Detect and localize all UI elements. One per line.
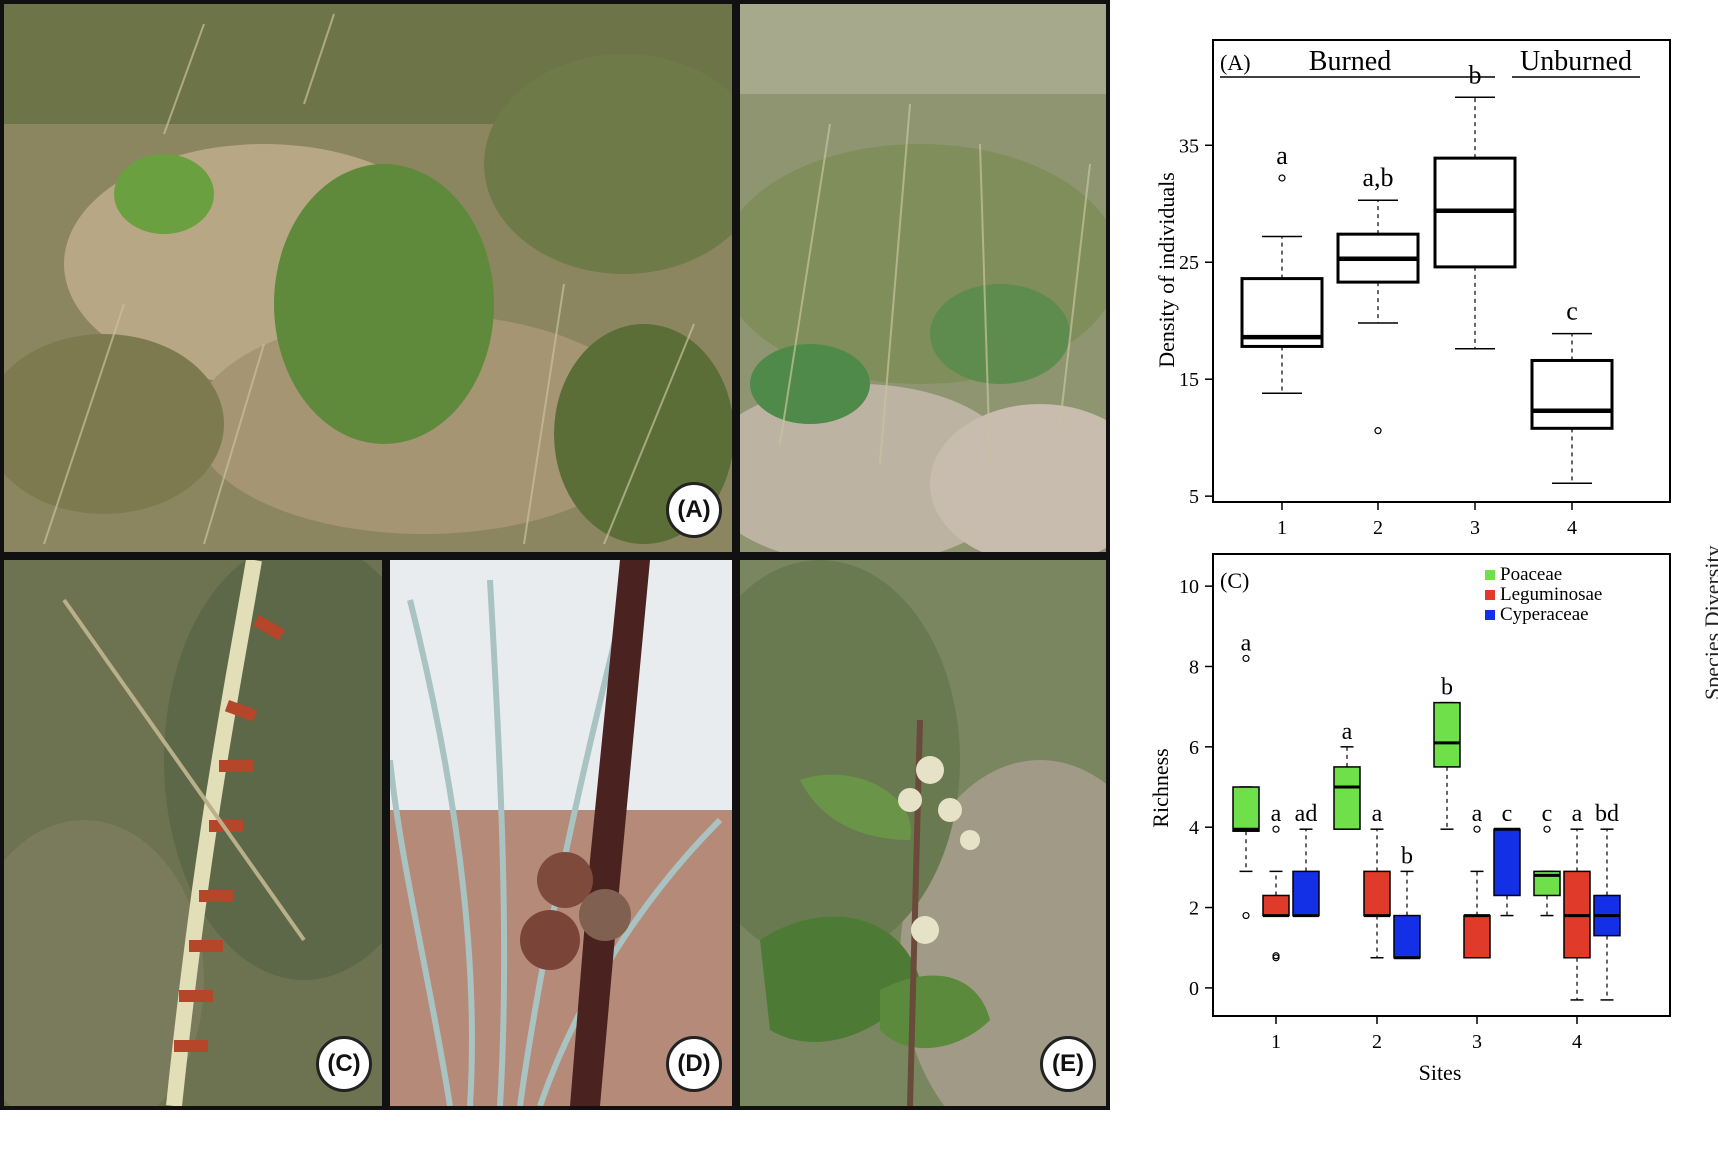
box-site-2-outlier-0 <box>1374 427 1382 435</box>
chart-richness-by-site: (C) Richness Sites Poaceae Leguminosae Cyp… <box>1110 548 1718 1108</box>
x-tick-label-3: 4 <box>1572 1031 1582 1053</box>
box-site-4-box <box>1530 358 1614 430</box>
x-tick-label-1: 2 <box>1372 1031 1382 1053</box>
box-cyperaceae-site-3-box <box>1493 828 1521 897</box>
sig-letter-poaceae-site-2: a <box>1342 719 1353 745</box>
panel-label: (A) <box>1220 50 1251 75</box>
y-tick-label-0: 0 <box>1189 978 1199 1000</box>
photo-collage: (A) <box>0 0 1110 1110</box>
y-axis-label: Richness <box>1148 748 1173 827</box>
y-tick-label-4: 8 <box>1189 656 1199 678</box>
y-tick-label-0: 5 <box>1189 486 1199 508</box>
box-leguminosae-site-1-outlier-2 <box>1272 952 1280 960</box>
box-leguminosae-site-1-box <box>1262 894 1290 917</box>
sig-letter-site-3: b <box>1469 60 1482 89</box>
sig-letter-poaceae-site-4: c <box>1542 801 1553 827</box>
photo-label-e: (E) <box>1040 1036 1096 1092</box>
box-leguminosae-site-1-outlier-0 <box>1272 825 1280 833</box>
y-tick-label-1: 2 <box>1189 898 1199 920</box>
panel-label: (C) <box>1220 568 1249 593</box>
box-cyperaceae-site-1-box <box>1292 870 1320 917</box>
legend-label-poaceae: Poaceae <box>1500 564 1562 585</box>
photo-label-d: (D) <box>666 1036 722 1092</box>
box-poaceae-site-1-outlier-1 <box>1242 911 1250 920</box>
sig-letter-poaceae-site-1: a <box>1241 630 1252 656</box>
sig-letter-leguminosae-site-1: a <box>1271 801 1282 827</box>
x-tick-label-2: 3 <box>1470 517 1480 539</box>
box-poaceae-site-1-outlier-0 <box>1242 654 1250 663</box>
chart-density-by-site: (A) Burned Unburned Density of individua… <box>1110 0 1718 555</box>
legend-label-leguminosae: Leguminosae <box>1500 584 1602 605</box>
plot-frame <box>1212 553 1671 1017</box>
x-tick-label-1: 2 <box>1373 517 1383 539</box>
photo-b-unburned-site <box>740 4 1106 552</box>
sig-letter-site-4: c <box>1566 297 1578 326</box>
sig-letter-cyperaceae-site-1: ad <box>1295 801 1318 827</box>
y-tick-label-1: 15 <box>1179 369 1199 391</box>
x-tick-label-0: 1 <box>1277 517 1287 539</box>
y-tick-label-3: 6 <box>1189 737 1199 759</box>
x-axis-label: Sites <box>1419 1060 1462 1085</box>
box-cyperaceae-site-2-box <box>1393 914 1421 959</box>
y-axis-label: Density of individuals <box>1154 172 1179 368</box>
sig-letter-leguminosae-site-4: a <box>1572 801 1583 827</box>
legend-swatch-leguminosae <box>1485 590 1495 600</box>
box-poaceae-site-2-box <box>1333 766 1361 830</box>
box-leguminosae-site-1-outlier-1 <box>1272 954 1280 962</box>
sig-letter-cyperaceae-site-4: bd <box>1595 801 1619 827</box>
x-tick-label-3: 4 <box>1567 517 1577 539</box>
photo-d-palm-fruit: (D) <box>390 560 732 1106</box>
x-tick-label-2: 3 <box>1472 1031 1482 1053</box>
photo-label-c: (C) <box>316 1036 372 1092</box>
box-site-1-box <box>1240 277 1324 348</box>
x-tick-label-0: 1 <box>1271 1031 1281 1053</box>
photo-a-burned-site: (A) <box>4 4 732 552</box>
y-tick-label-2: 25 <box>1179 252 1199 274</box>
group-label-unburned: Unburned <box>1520 46 1632 77</box>
box-leguminosae-site-2-box <box>1363 870 1391 917</box>
plot-frame <box>1212 39 1671 503</box>
box-poaceae-site-1-box <box>1232 786 1260 832</box>
sig-letter-leguminosae-site-3: a <box>1472 801 1483 827</box>
sig-letter-leguminosae-site-2: a <box>1372 801 1383 827</box>
y-tick-label-2: 4 <box>1189 817 1199 839</box>
photo-c-grass-spikelet: (C) <box>4 560 382 1106</box>
sig-letter-site-1: a <box>1276 141 1288 170</box>
photo-label-a: (A) <box>666 482 722 538</box>
box-site-1-outlier-0 <box>1278 174 1286 182</box>
box-poaceae-site-4-outlier-0 <box>1543 825 1551 833</box>
group-label-burned: Burned <box>1309 46 1391 77</box>
legend-swatch-poaceae <box>1485 570 1495 580</box>
legend-label-cyperaceae: Cyperaceae <box>1500 604 1589 625</box>
sig-letter-cyperaceae-site-2: b <box>1401 843 1413 869</box>
box-leguminosae-site-3-box <box>1463 914 1491 959</box>
sig-letter-cyperaceae-site-3: c <box>1502 801 1513 827</box>
photo-e-flowering-shrub: (E) <box>740 560 1106 1106</box>
box-poaceae-site-3-box <box>1433 701 1461 768</box>
y-tick-label-3: 35 <box>1179 135 1199 157</box>
y-tick-label-5: 10 <box>1179 576 1199 598</box>
box-leguminosae-site-3-outlier-0 <box>1473 825 1481 833</box>
sig-letter-poaceae-site-3: b <box>1441 675 1453 701</box>
sig-letter-site-2: a,b <box>1362 163 1393 192</box>
side-axis-label: Species Diversity <box>1700 545 1718 700</box>
legend-swatch-cyperaceae <box>1485 610 1495 620</box>
